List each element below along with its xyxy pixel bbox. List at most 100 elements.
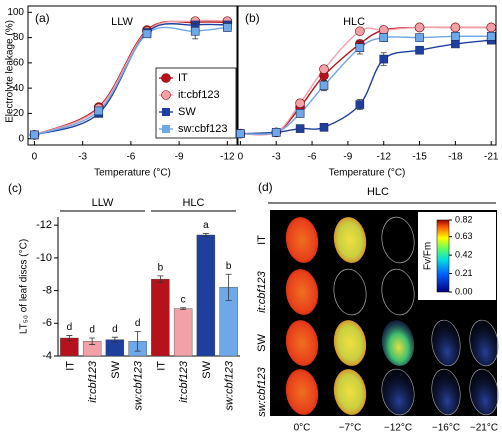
column-label: −7°C — [339, 423, 362, 434]
plot-frame — [237, 5, 497, 146]
y-tick-label: 20 — [13, 108, 25, 119]
x-tick-label: -12 — [220, 152, 235, 163]
leaf-image — [285, 269, 319, 315]
x-tick-label: -3 — [272, 152, 281, 163]
leaf-image — [381, 320, 415, 366]
x-tick-label: -15 — [412, 152, 427, 163]
y-tick-label: -4 — [42, 350, 52, 362]
row-label: it:cbf123 — [256, 270, 268, 312]
x-tick-label: -6 — [308, 152, 317, 163]
data-marker — [486, 32, 496, 41]
data-marker — [236, 129, 245, 138]
row-label: sw:cbf123 — [256, 366, 268, 416]
series-line — [240, 35, 492, 135]
x-tick-label: -9 — [343, 152, 352, 163]
x-tick-label: IT — [155, 361, 167, 371]
data-marker — [451, 32, 460, 41]
data-marker — [379, 54, 389, 64]
significance-letter: d — [89, 325, 95, 336]
significance-letter: a — [203, 220, 209, 231]
data-marker — [223, 23, 232, 32]
error-bar — [180, 307, 187, 310]
data-marker — [450, 22, 461, 33]
data-marker — [378, 25, 389, 35]
data-marker — [295, 109, 305, 118]
group-label: LLW — [92, 197, 114, 209]
x-tick-label: sw:cbf123 — [224, 360, 236, 410]
leaf-image — [285, 320, 319, 366]
data-marker — [414, 22, 425, 33]
leaf-image — [381, 268, 415, 316]
column-label: −21°C — [470, 423, 498, 434]
legend-marker — [161, 73, 171, 83]
data-marker — [271, 128, 281, 137]
plot-frame — [27, 5, 238, 146]
data-marker — [30, 130, 39, 140]
colorbar-tick-label: 0.00 — [455, 286, 473, 296]
significance-letter: b — [226, 261, 232, 272]
significance-letter: d — [135, 318, 141, 329]
data-marker — [94, 106, 104, 116]
colorbar-tick-label: 0.21 — [455, 268, 473, 278]
row-label: IT — [256, 235, 268, 245]
column-label: −12°C — [384, 423, 412, 434]
panel-label: (c) — [8, 181, 22, 195]
column-label: 0°C — [294, 423, 311, 434]
leaf-image — [431, 319, 461, 367]
data-marker — [319, 81, 329, 90]
x-tick-label: -3 — [78, 152, 87, 163]
colorbar-tick-label: 0.63 — [455, 231, 473, 241]
panel-title: HLC — [343, 16, 365, 28]
data-marker — [295, 124, 305, 133]
data-marker — [415, 33, 424, 42]
colorbar — [436, 219, 450, 293]
x-tick-label: 0 — [238, 152, 244, 163]
x-tick-label: 0 — [32, 152, 38, 163]
data-marker — [295, 98, 305, 109]
data-marker — [379, 33, 389, 42]
colorbar-tick-label: 0.82 — [455, 214, 473, 224]
x-tick-label: -21 — [484, 152, 499, 163]
significance-letter: d — [112, 324, 118, 335]
x-tick-label: it:cbf123 — [178, 360, 190, 402]
bar — [196, 234, 216, 357]
y-axis-label: LT₅₀ of leaf discs (°C) — [19, 239, 30, 334]
error-bar — [157, 275, 164, 283]
y-tick-label: 0 — [18, 133, 24, 144]
colorbar-label: Fv/Fm — [423, 242, 434, 270]
series-line — [240, 39, 492, 135]
legend-marker — [162, 108, 170, 116]
panel-label: (d) — [258, 180, 273, 194]
y-tick-label: 60 — [13, 58, 25, 69]
x-tick-label: it:cbf123 — [87, 360, 99, 402]
colorbar-tick-label: 0.42 — [455, 249, 473, 259]
data-marker — [415, 45, 424, 55]
data-marker — [486, 22, 497, 33]
y-tick-label: -8 — [42, 284, 52, 296]
error-bar — [134, 331, 141, 352]
legend-label: sw:cbf123 — [178, 123, 228, 135]
error-bar — [89, 337, 96, 345]
y-tick-label: 100 — [7, 7, 24, 18]
x-tick-label: -6 — [126, 152, 135, 163]
panel-label: (b) — [245, 11, 260, 25]
x-tick-label: SW — [201, 360, 213, 378]
y-tick-label: -6 — [42, 317, 52, 329]
legend-marker — [161, 90, 171, 100]
legend-label: IT — [178, 72, 188, 84]
x-tick-label: -18 — [448, 152, 463, 163]
error-bar — [66, 335, 73, 341]
leaf-image — [285, 369, 319, 415]
row-label: SW — [256, 334, 268, 352]
x-tick-label: -12 — [376, 152, 391, 163]
y-tick-label: 80 — [13, 32, 25, 43]
leaf-image — [381, 368, 415, 416]
data-marker — [355, 43, 365, 53]
panel-title: HLC — [367, 186, 389, 198]
x-tick-label: SW — [110, 360, 122, 378]
y-tick-label: -12 — [36, 219, 52, 231]
bar — [151, 278, 170, 357]
leaf-image — [333, 217, 367, 263]
data-marker — [142, 29, 152, 39]
